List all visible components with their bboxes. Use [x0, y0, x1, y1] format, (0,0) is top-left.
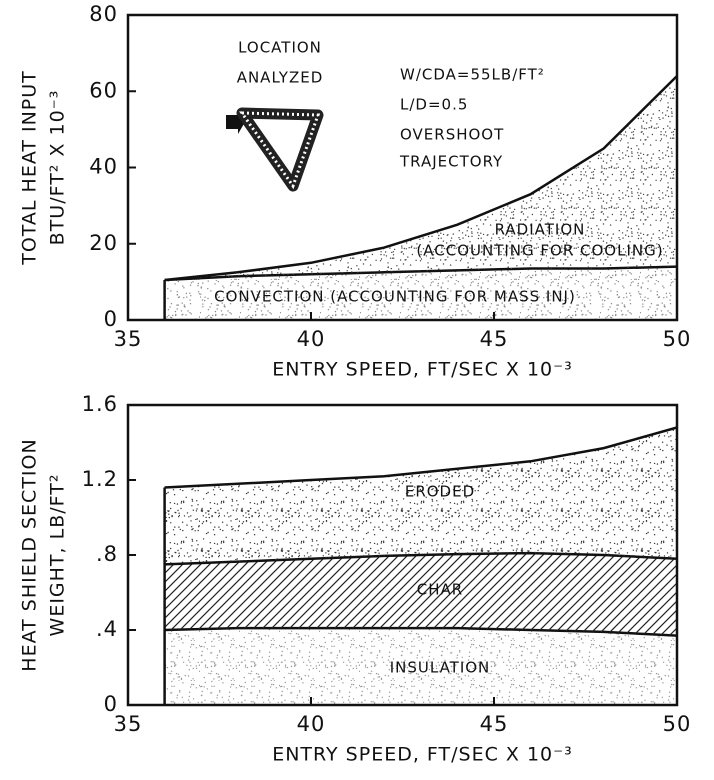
series-label: CONVECTION (ACCOUNTING FOR MASS INJ) — [214, 288, 576, 306]
y-tick-label: 60 — [89, 78, 118, 102]
annotation: W/CDA=55LB/FT² — [400, 66, 545, 84]
area-edge — [164, 75, 678, 282]
y-tick-label: 40 — [89, 155, 118, 179]
x-tick-label: 40 — [297, 327, 326, 351]
x-tick-label: 50 — [663, 712, 692, 736]
y-tick-label: 0 — [104, 692, 118, 716]
x-tick-label: 35 — [114, 712, 143, 736]
series-label: INSULATION — [390, 659, 491, 677]
area — [164, 628, 678, 705]
location-icon — [226, 107, 324, 192]
y-axis-label: TOTAL HEAT INPUT — [19, 70, 41, 266]
y-tick-label: .8 — [96, 542, 118, 566]
annotation: ANALYZED — [237, 69, 324, 87]
series-label: ERODED — [405, 483, 475, 501]
area — [164, 427, 678, 565]
annotation: LOCATION — [238, 39, 322, 57]
y-tick-label: 80 — [89, 2, 118, 26]
x-axis-label: ENTRY SPEED, FT/SEC X 10⁻³ — [272, 744, 573, 766]
x-tick-label: 50 — [663, 327, 692, 351]
x-tick-label: 40 — [297, 712, 326, 736]
area-edge — [164, 426, 678, 489]
area — [164, 76, 678, 280]
y-axis-label: HEAT SHIELD SECTION — [19, 438, 41, 671]
y-axis-label: WEIGHT, LB/FT² — [47, 474, 69, 637]
annotation: TRAJECTORY — [399, 153, 503, 171]
annotation: L/D=0.5 — [400, 96, 468, 114]
y-tick-label: 20 — [89, 231, 118, 255]
series-label: RADIATION — [495, 221, 586, 239]
x-axis-label: ENTRY SPEED, FT/SEC X 10⁻³ — [272, 359, 573, 381]
x-tick-label: 35 — [114, 327, 143, 351]
x-tick-label: 45 — [480, 327, 509, 351]
annotation: OVERSHOOT — [400, 126, 504, 144]
y-tick-label: .4 — [96, 617, 118, 641]
annotation: (ACCOUNTING FOR COOLING) — [416, 242, 663, 260]
y-axis-label: BTU/FT² X 10⁻³ — [47, 90, 69, 246]
y-tick-label: 1.6 — [82, 392, 118, 416]
area — [164, 553, 678, 636]
y-tick-label: 1.2 — [82, 467, 118, 491]
y-tick-label: 0 — [104, 307, 118, 331]
x-tick-label: 45 — [480, 712, 509, 736]
area — [164, 266, 678, 320]
series-label: CHAR — [417, 581, 463, 599]
